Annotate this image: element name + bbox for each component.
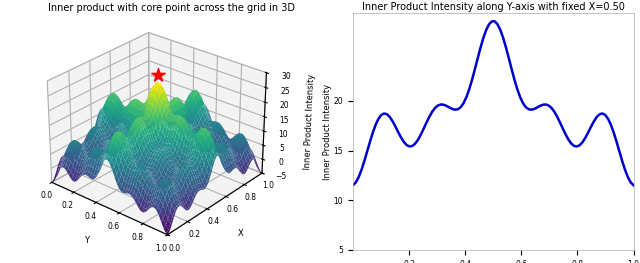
Text: Inner product with core point across the grid in 3D: Inner product with core point across the… (48, 3, 295, 13)
Y-axis label: Inner Product Intensity: Inner Product Intensity (323, 83, 332, 180)
X-axis label: Y: Y (84, 236, 90, 245)
Title: Inner Product Intensity along Y-axis with fixed X=0.50: Inner Product Intensity along Y-axis wit… (362, 2, 625, 12)
Y-axis label: X: X (238, 229, 244, 238)
